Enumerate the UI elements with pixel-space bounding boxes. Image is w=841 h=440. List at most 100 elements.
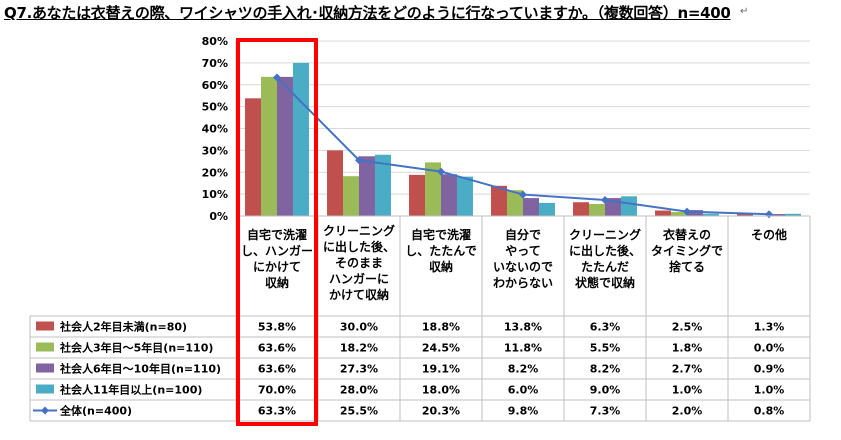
data-label: 70.0% [258,384,296,397]
line-marker [519,190,527,199]
y-tick-label: 20% [202,166,228,179]
data-label: 6.3% [590,321,621,334]
line-marker [601,196,609,205]
bar [343,176,359,216]
bar [277,76,293,216]
chart-title: Q7.あなたは衣替えの際、ワイシャツの手入れ･収納方法をどのように行なっています… [4,4,731,22]
data-label: 18.0% [422,384,460,397]
data-label: 28.0% [340,384,378,397]
bar [441,174,457,216]
legend-swatch [36,342,54,352]
bar [245,98,262,216]
data-label: 1.3% [754,321,785,334]
line-marker [765,210,773,219]
category-label: にかけて [253,260,301,274]
category-label: クリーニング [323,223,395,238]
data-label: 63.6% [258,363,296,376]
bar [573,202,590,216]
data-label: 24.5% [422,342,460,355]
data-label: 1.8% [672,342,703,355]
bar [327,150,344,216]
category-label: 状態で収納 [575,275,635,290]
bar [409,174,426,216]
data-label: 2.7% [672,363,703,376]
bar [589,203,605,216]
category-label: たたんだ [581,260,629,274]
data-label: 1.0% [672,384,703,397]
category-label: やって [505,244,540,258]
category-label: 衣替えの [663,227,711,242]
bar [769,214,785,216]
data-label: 0.8% [754,405,785,418]
line-marker [437,167,445,176]
bar [456,176,473,216]
category-label: いないので [493,260,553,274]
category-label: 自宅で洗濯 [247,227,307,242]
line-marker [273,73,281,82]
data-label: 1.0% [754,384,785,397]
category-label: に出した後、 [569,243,641,258]
bar [359,156,375,216]
data-label: 0.9% [754,363,785,376]
data-label: 63.3% [258,405,296,418]
category-label: し、ハンガー [241,243,313,258]
data-label: 0.0% [754,342,785,355]
line-marker [355,156,363,165]
paragraph-mark-icon: ↵ [740,6,749,17]
y-tick-label: 10% [202,188,228,201]
bar [655,210,672,216]
data-label: 2.5% [672,321,703,334]
data-label: 27.3% [340,363,378,376]
bar [538,202,555,216]
legend-label: 社会人3年目～5年目(n=110) [59,341,213,355]
bar [737,213,754,216]
legend-label: 社会人11年目以上(n=100) [59,383,202,397]
category-label: かけて収納 [329,287,389,302]
legend-label: 社会人6年目～10年目(n=110) [59,362,221,376]
data-label: 20.3% [422,405,460,418]
data-label: 9.8% [508,405,539,418]
data-label: 11.8% [504,342,542,355]
bar [687,210,703,216]
category-label: 自宅で洗濯 [411,227,471,242]
data-label: 53.8% [258,321,296,334]
bar [523,198,539,216]
data-label: 6.0% [508,384,539,397]
data-label: 63.6% [258,342,296,355]
bar [261,76,277,216]
category-label: 捨てる [669,259,705,274]
legend-swatch [36,321,54,331]
data-label: 19.1% [422,363,460,376]
data-label: 8.2% [590,363,621,376]
legend-swatch [36,363,54,373]
bar [507,190,523,216]
y-tick-label: 80% [202,35,228,48]
data-label: 18.2% [340,342,378,355]
bar [374,154,391,216]
category-label: 収納 [265,275,289,290]
category-label: 収納 [429,259,453,274]
bar [425,162,441,216]
data-label: 30.0% [340,321,378,334]
data-label: 25.5% [340,405,378,418]
y-tick-label: 40% [202,123,228,136]
y-tick-label: 70% [202,57,228,70]
y-tick-label: 0% [209,210,228,223]
data-label: 7.3% [590,405,621,418]
category-label: 自分で [505,227,541,242]
legend-marker [41,406,49,415]
data-label: 18.8% [422,321,460,334]
category-label: クリーニング [569,227,641,242]
y-tick-label: 50% [202,101,228,114]
data-label: 13.8% [504,321,542,334]
legend-swatch [36,384,54,394]
bar [491,185,508,216]
data-label: 9.0% [590,384,621,397]
category-label: その他 [751,227,787,242]
category-label: わからない [493,276,553,290]
category-label: そのまま [335,256,383,270]
data-label: 5.5% [590,342,621,355]
data-label: 8.2% [508,363,539,376]
bar [671,212,687,216]
